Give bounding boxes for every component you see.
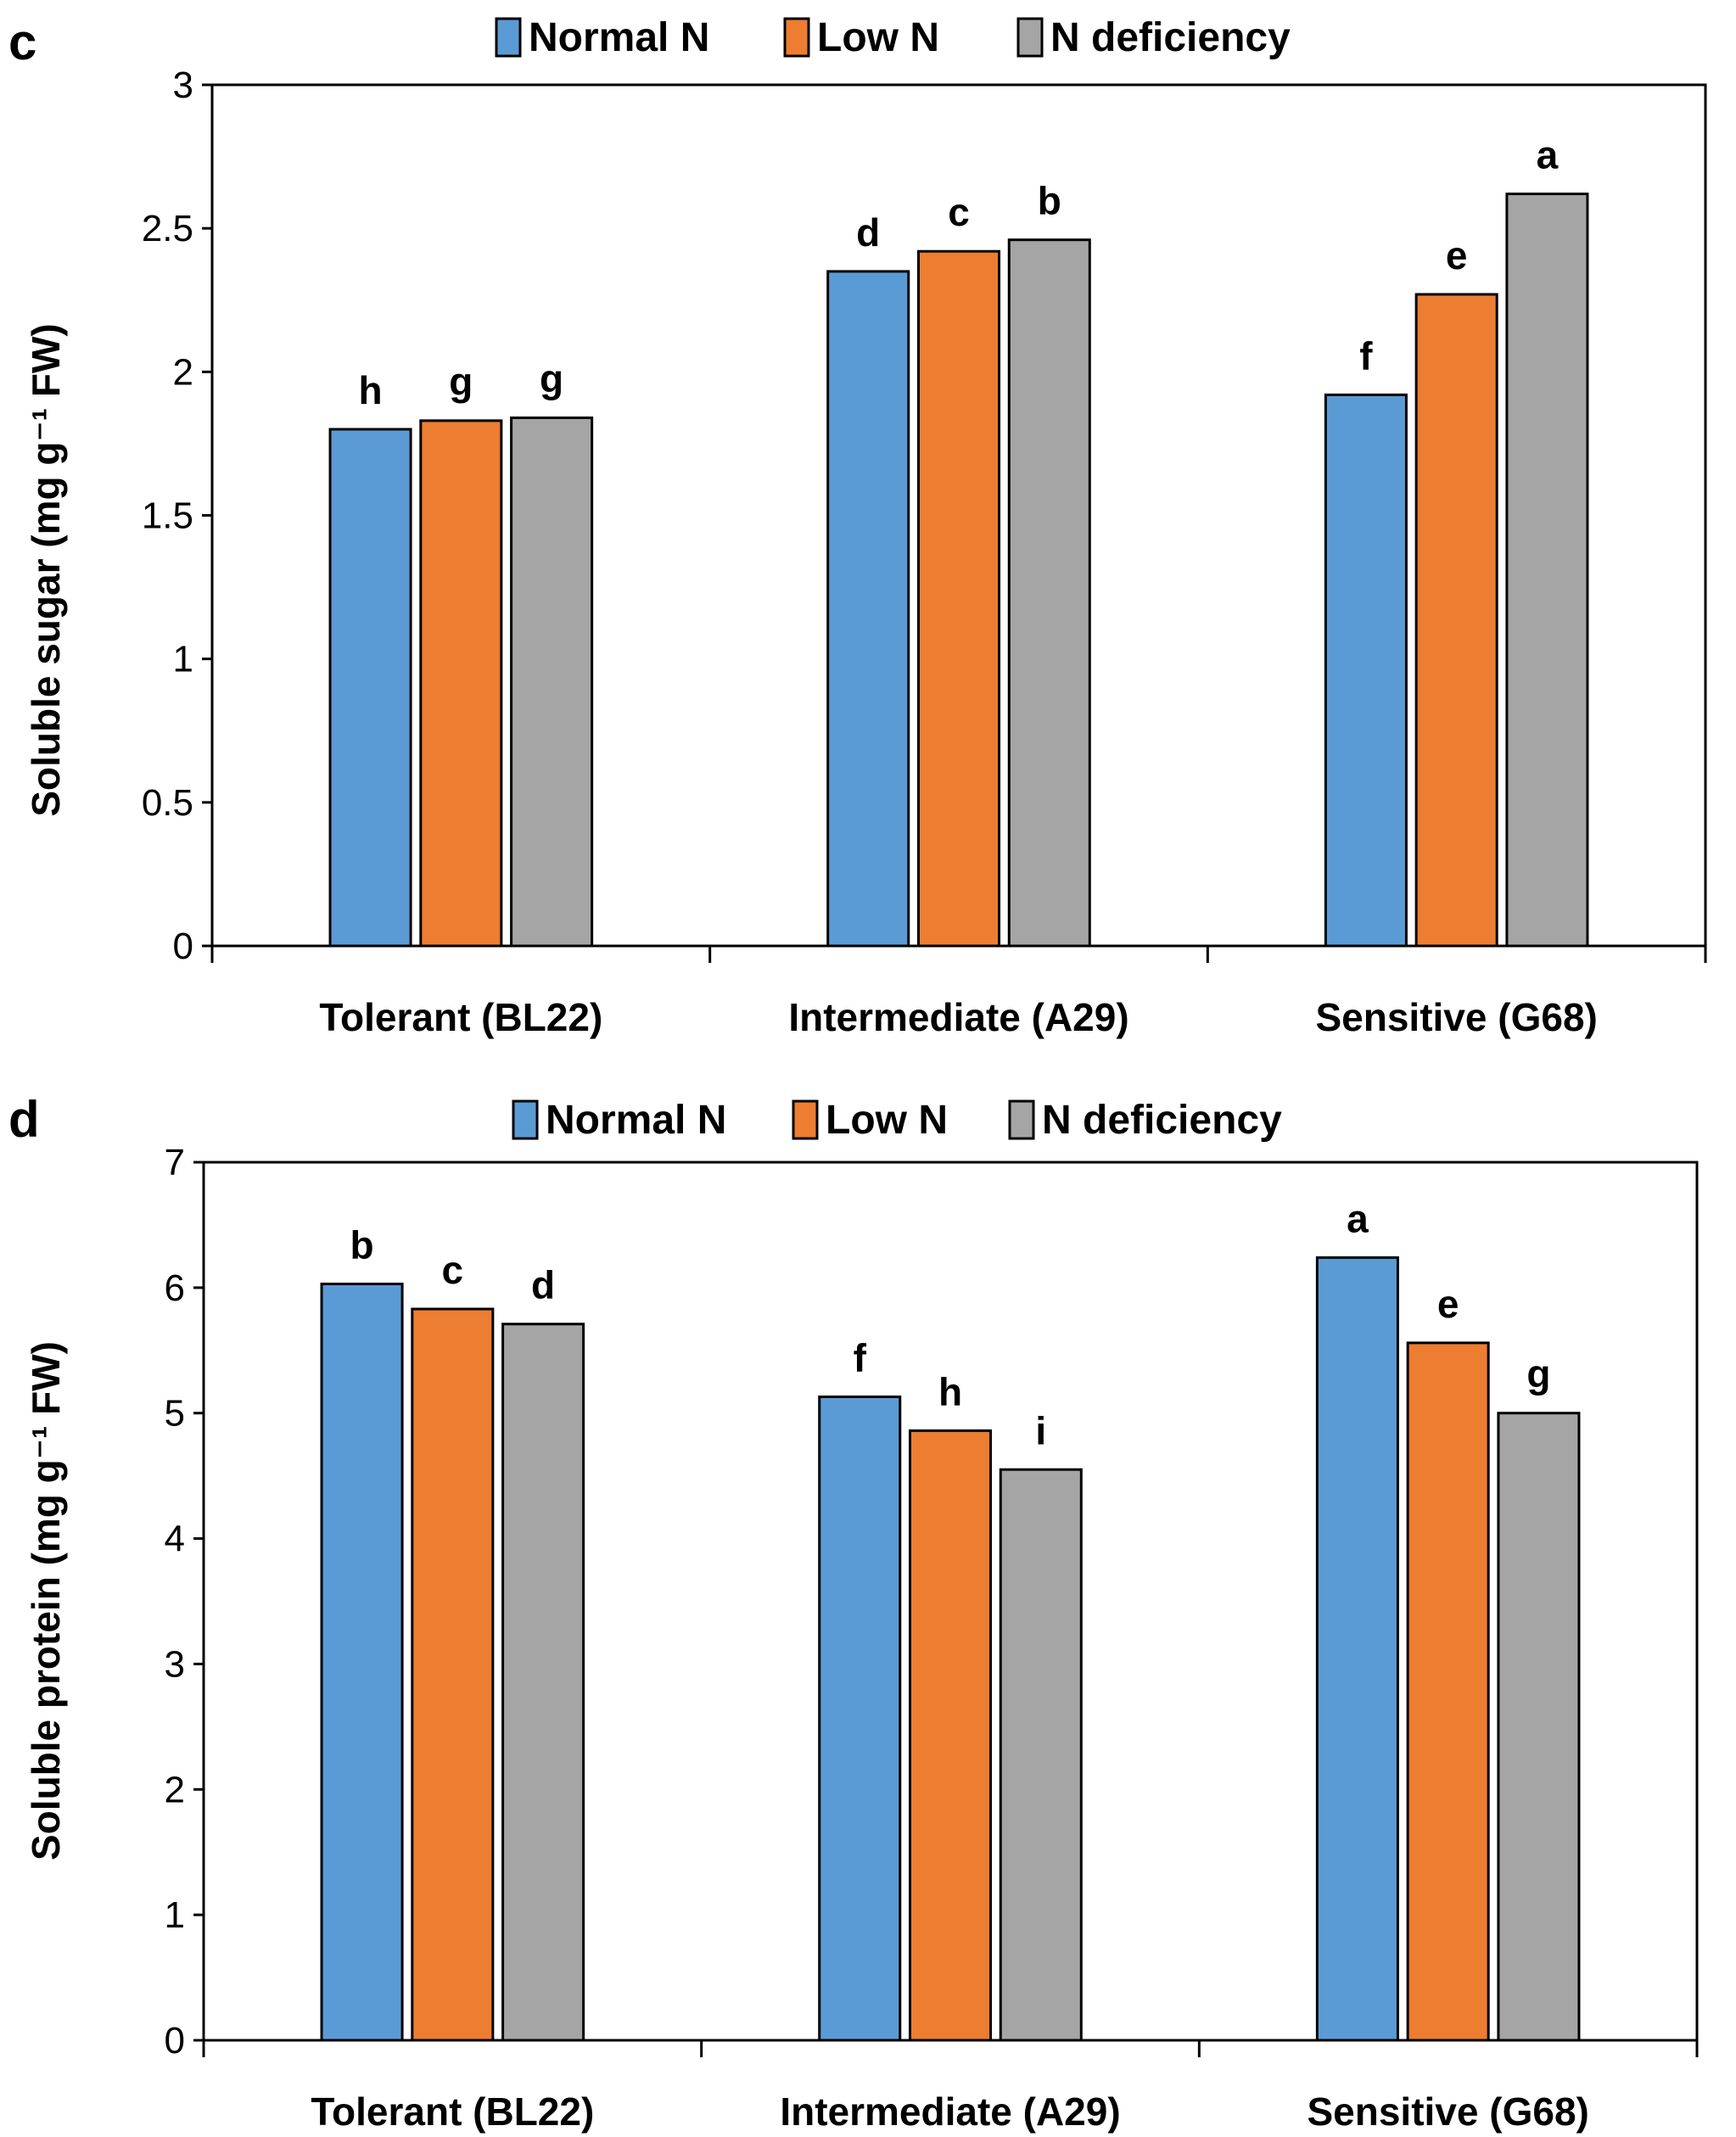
bar bbox=[826, 270, 910, 948]
significance-letter: b bbox=[1038, 179, 1061, 223]
x-category-label: Intermediate (A29) bbox=[788, 995, 1128, 1039]
significance-letter: b bbox=[350, 1222, 374, 1267]
y-tick-label: 4 bbox=[165, 1519, 185, 1560]
y-tick-label: 0 bbox=[173, 926, 193, 967]
bar bbox=[1406, 1341, 1490, 2042]
bar bbox=[320, 1282, 404, 2042]
x-category-label: Sensitive (G68) bbox=[1307, 2089, 1588, 2134]
significance-letter: h bbox=[359, 368, 383, 412]
y-tick-label: 3 bbox=[173, 64, 193, 106]
significance-letter: g bbox=[540, 356, 563, 400]
legend-swatch bbox=[1008, 1099, 1035, 1140]
y-tick-label: 2.5 bbox=[142, 208, 193, 249]
bar bbox=[501, 1323, 585, 2042]
bar bbox=[1315, 1256, 1399, 2042]
panel-letter: c bbox=[8, 14, 36, 70]
y-tick-label: 5 bbox=[165, 1393, 185, 1435]
bar bbox=[818, 1395, 902, 2042]
bar bbox=[510, 416, 594, 948]
y-tick-label: 0 bbox=[165, 2020, 185, 2061]
x-category-label: Tolerant (BL22) bbox=[311, 2089, 594, 2134]
legend-swatch bbox=[495, 17, 522, 58]
legend: Normal N Low N N deficiency bbox=[495, 15, 1291, 60]
legend-label: N deficiency bbox=[1050, 15, 1291, 60]
panel-c: c Normal N Low N N deficiency Soluble suga… bbox=[8, 14, 1707, 1039]
significance-letter: h bbox=[938, 1369, 962, 1413]
y-tick-label: 3 bbox=[165, 1643, 185, 1685]
bar bbox=[1324, 393, 1408, 948]
y-tick-label: 1 bbox=[173, 639, 193, 680]
legend: Normal N Low N N deficiency bbox=[512, 1098, 1282, 1143]
significance-letter: g bbox=[449, 360, 473, 404]
x-category-label: Intermediate (A29) bbox=[780, 2089, 1120, 2134]
bar bbox=[1007, 238, 1091, 948]
plot-area: 0 0.5 1 1.5 2 2.5 3 Tolerant (BL22) h g g Intermedi… bbox=[142, 64, 1707, 1039]
panel-d: d Normal N Low N N deficiency Soluble prot… bbox=[8, 1091, 1699, 2134]
x-category-label: Tolerant (BL22) bbox=[319, 995, 602, 1039]
legend-swatch bbox=[792, 1099, 819, 1140]
y-axis-title: Soluble protein (mg g⁻¹ FW) bbox=[24, 1341, 68, 1860]
y-tick-label: 2 bbox=[173, 351, 193, 393]
significance-letter: e bbox=[1437, 1282, 1459, 1326]
y-tick-label: 0.5 bbox=[142, 782, 193, 824]
significance-letter: e bbox=[1446, 233, 1468, 277]
x-category-label: Sensitive (G68) bbox=[1315, 995, 1597, 1039]
bar bbox=[411, 1307, 495, 2042]
legend-swatch bbox=[783, 17, 810, 58]
bar bbox=[916, 249, 1001, 948]
significance-letter: f bbox=[1359, 333, 1373, 378]
significance-letter: c bbox=[442, 1248, 464, 1292]
significance-letter: g bbox=[1526, 1352, 1550, 1396]
legend-swatch bbox=[1016, 17, 1044, 58]
y-tick-label: 6 bbox=[165, 1267, 185, 1309]
bar bbox=[1505, 193, 1589, 948]
bar bbox=[1414, 293, 1498, 948]
y-tick-label: 7 bbox=[165, 1142, 185, 1183]
significance-letter: a bbox=[1347, 1196, 1369, 1240]
y-tick-label: 1 bbox=[165, 1894, 185, 1936]
y-tick-label: 1.5 bbox=[142, 495, 193, 537]
plot-area: 0 1 2 3 4 5 6 7 Tolerant (BL22) b c d Intermediate (… bbox=[165, 1142, 1699, 2134]
y-tick-label: 2 bbox=[165, 1769, 185, 1810]
legend-swatch bbox=[512, 1099, 539, 1140]
bar bbox=[419, 419, 503, 948]
bar bbox=[328, 428, 412, 948]
bar bbox=[908, 1429, 993, 2042]
bar bbox=[999, 1468, 1083, 2042]
bar bbox=[1497, 1412, 1581, 2042]
legend-label: Low N bbox=[817, 15, 939, 60]
y-axis-title: Soluble sugar (mg g⁻¹ FW) bbox=[24, 323, 68, 816]
significance-letter: d bbox=[856, 210, 880, 255]
legend-label: Normal N bbox=[529, 15, 709, 60]
legend-label: N deficiency bbox=[1042, 1098, 1282, 1143]
significance-letter: c bbox=[948, 190, 970, 234]
significance-letter: i bbox=[1035, 1408, 1046, 1452]
panel-letter: d bbox=[8, 1091, 40, 1148]
significance-letter: a bbox=[1537, 133, 1559, 177]
legend-label: Normal N bbox=[546, 1098, 726, 1143]
significance-letter: f bbox=[854, 1335, 867, 1379]
legend-label: Low N bbox=[826, 1098, 948, 1143]
significance-letter: d bbox=[531, 1263, 555, 1307]
